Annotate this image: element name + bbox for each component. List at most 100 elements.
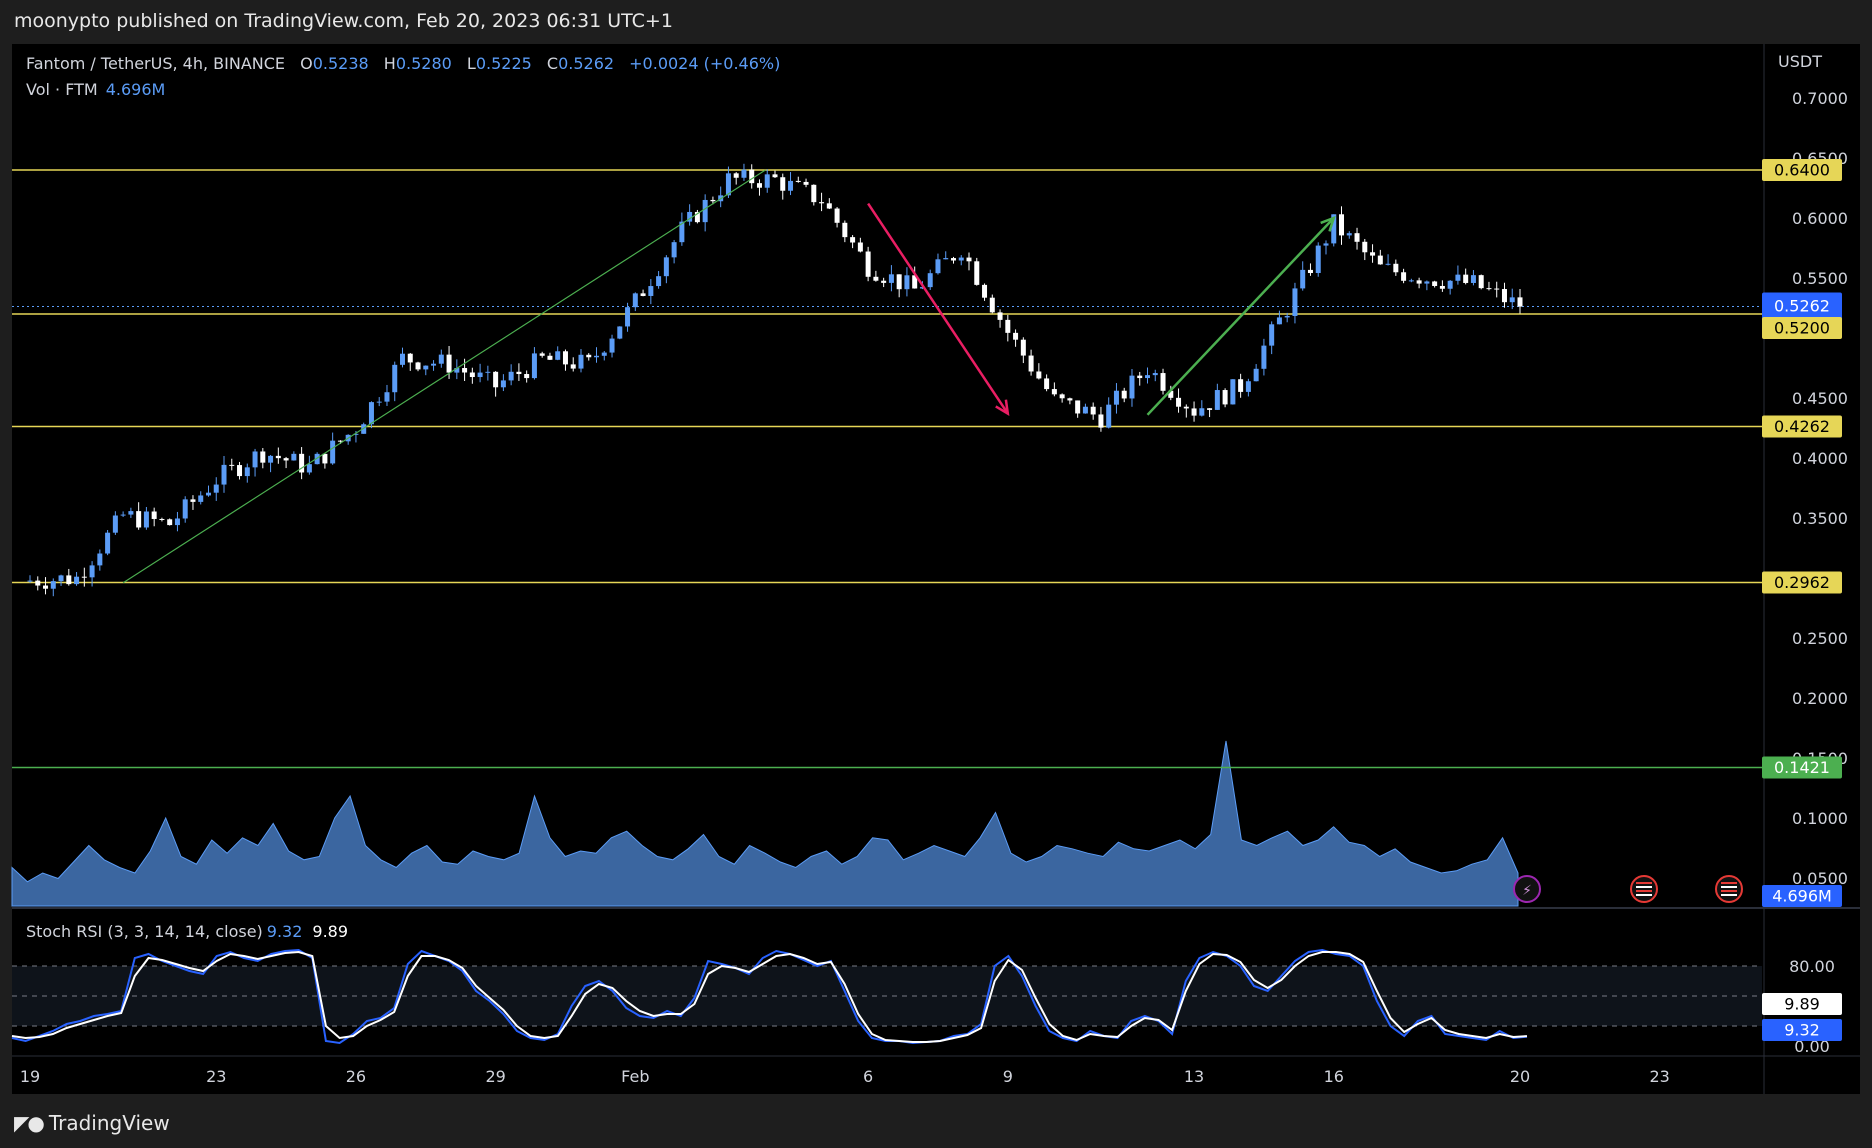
candle-body	[632, 293, 638, 308]
price-axis-unit: USDT	[1778, 52, 1822, 71]
candle-body	[826, 203, 832, 209]
candle-body	[1176, 397, 1182, 407]
chart-canvas[interactable]: 0.70000.65000.60000.55000.45000.40000.35…	[0, 0, 1872, 1098]
candle-body	[174, 518, 180, 526]
down-arrow	[867, 202, 1009, 415]
publisher-bar: moonypto published on TradingView.com, F…	[0, 0, 1872, 44]
candle-body	[136, 511, 142, 528]
close-label: C	[546, 54, 559, 73]
candle-body	[35, 580, 41, 586]
candle-body	[671, 242, 677, 258]
candle-body	[989, 297, 995, 313]
candle-body	[803, 181, 809, 185]
current-price-tag: 0.5262	[1774, 297, 1830, 316]
price-tick-label: 0.3500	[1792, 509, 1848, 528]
candle-body	[229, 464, 235, 466]
rsi-d-tag: 9.89	[1784, 995, 1820, 1014]
candle-body	[167, 519, 173, 526]
candle-body	[50, 581, 56, 589]
candle-body	[1051, 389, 1057, 395]
candle-body	[1447, 280, 1453, 289]
price-tick-label: 0.2000	[1792, 689, 1848, 708]
candle-body	[749, 169, 755, 184]
candle-body	[1370, 252, 1376, 256]
candle-body	[1013, 332, 1019, 340]
candle-body	[190, 499, 196, 502]
price-tick-label: 0.4500	[1792, 389, 1848, 408]
level-tag-0640-bg	[1762, 159, 1842, 181]
publisher-text: moonypto published on TradingView.com, F…	[14, 10, 673, 32]
candle-body	[97, 553, 103, 566]
candle-body	[966, 257, 972, 262]
candle-body	[850, 237, 856, 243]
candle-body	[1432, 281, 1438, 286]
candle-body	[1307, 269, 1313, 274]
candle-body	[1098, 414, 1104, 428]
candle-body	[578, 354, 584, 369]
candle-body	[1323, 243, 1329, 246]
candle-body	[1005, 319, 1011, 333]
candle-body	[1036, 371, 1042, 379]
candle-body	[842, 222, 848, 238]
candle-body	[1362, 241, 1368, 253]
candle-body	[353, 433, 359, 435]
price-tick-label: 0.7000	[1792, 89, 1848, 108]
level-tag-0426-bg	[1762, 415, 1842, 438]
candle-body	[1160, 373, 1166, 391]
candle-body	[1113, 390, 1119, 405]
candle-body	[1478, 275, 1484, 289]
candle-body	[710, 199, 716, 202]
volume-label[interactable]: Vol · FTM	[26, 80, 98, 99]
high-label: H	[383, 54, 396, 73]
volume-tag-bg	[1762, 885, 1842, 907]
candle-body	[213, 484, 219, 493]
candle-body	[415, 362, 421, 370]
candle-body	[1501, 289, 1507, 303]
candle-body	[524, 374, 530, 379]
open-label: O	[300, 54, 313, 73]
chart-background	[12, 44, 1860, 1094]
candle-body	[974, 261, 980, 285]
rsi-tick-label: 80.00	[1789, 957, 1835, 976]
candle-body	[485, 371, 491, 373]
candle-body	[477, 372, 483, 378]
candle-body	[679, 221, 685, 243]
candle-body	[392, 364, 398, 393]
candle-body	[1385, 263, 1391, 265]
candle-body	[531, 353, 537, 379]
candle-body	[919, 287, 925, 289]
tradingview-logo[interactable]: ◤● TradingView	[14, 1111, 170, 1135]
stoch-rsi-legend: Stoch RSI (3, 3, 14, 14, close) 9.32 9.89	[26, 922, 348, 941]
candle-body	[1455, 274, 1461, 281]
symbol-legend: Fantom / TetherUS, 4h, BINANCE O0.5238 H…	[26, 54, 780, 73]
candle-body	[283, 458, 289, 461]
symbol-name[interactable]: Fantom / TetherUS, 4h, BINANCE	[26, 54, 286, 73]
candle-body	[89, 565, 95, 578]
candle-body	[640, 293, 646, 296]
candle-body	[896, 274, 902, 290]
open-value: 0.5238	[312, 54, 369, 73]
candle-body	[493, 371, 499, 388]
candle-body	[330, 440, 336, 464]
candle-body	[1090, 406, 1096, 415]
stoch-rsi-label[interactable]: Stoch RSI (3, 3, 14, 14, close)	[26, 922, 263, 941]
candle-body	[1509, 297, 1515, 303]
candle-body	[1168, 390, 1174, 398]
us-flag-event-icon	[1630, 875, 1658, 903]
candle-body	[788, 180, 794, 191]
stoch-rsi-d-value: 9.89	[312, 922, 349, 941]
candle-body	[834, 208, 840, 223]
candle-body	[43, 585, 49, 589]
candle-body	[1439, 285, 1445, 289]
candle-body	[431, 363, 437, 366]
level-tag-0520-bg	[1762, 317, 1842, 339]
time-tick-label: 9	[1003, 1067, 1013, 1086]
time-tick-label: 20	[1510, 1067, 1530, 1086]
tradingview-mark-icon: ◤●	[14, 1111, 45, 1135]
candle-body	[446, 354, 452, 373]
candle-body	[423, 365, 429, 370]
candle-body	[1067, 398, 1073, 401]
candle-body	[594, 355, 600, 358]
candle-body	[1075, 400, 1081, 414]
candle-body	[1245, 381, 1251, 392]
